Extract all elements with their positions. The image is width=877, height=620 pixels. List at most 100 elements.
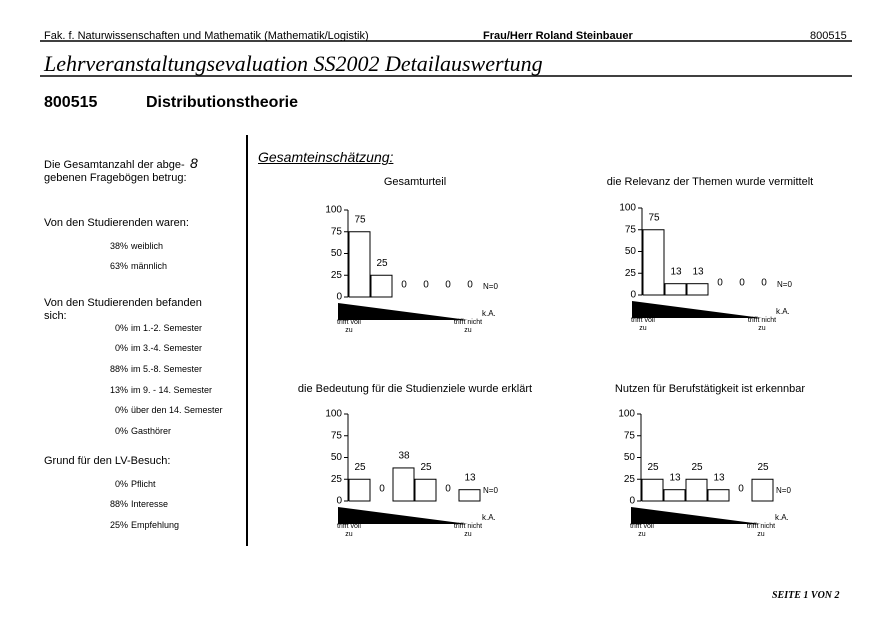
- share: 0%: [114, 405, 128, 415]
- n-label: N=0: [777, 280, 792, 289]
- value-label: 25: [647, 462, 659, 473]
- share: 25%: [109, 520, 128, 530]
- value-label: 0: [423, 280, 429, 291]
- bar: [348, 231, 371, 298]
- value-label: 0: [738, 484, 744, 495]
- y-tick-label: 0: [629, 496, 635, 507]
- scale-left: trifft voll zu: [337, 523, 361, 538]
- y-tick-label: 100: [325, 409, 342, 420]
- y-tick-label: 75: [625, 224, 637, 235]
- share-label: im 1.-2. Semester: [131, 323, 203, 333]
- share: 88%: [109, 364, 128, 374]
- scale-left: trifft voll zu: [337, 319, 361, 334]
- chart-title: Nutzen für Berufstätigkeit ist erkennbar: [614, 383, 806, 395]
- scale-wedge: [338, 507, 468, 524]
- bar: [685, 478, 708, 502]
- total-label: gebenen Fragebögen betrug:: [44, 172, 187, 184]
- value-label: 0: [761, 278, 767, 289]
- scale-left: trifft voll zu: [630, 523, 654, 538]
- share: 0%: [114, 426, 128, 436]
- scale-none: k.A.: [775, 513, 789, 522]
- y-tick-label: 0: [336, 292, 342, 303]
- chart-title: Gesamturteil: [383, 176, 447, 188]
- bar: [707, 489, 730, 502]
- header-code: 800515: [810, 30, 847, 42]
- y-tick-label: 75: [624, 430, 636, 441]
- value-label: 25: [420, 462, 432, 473]
- bar: [641, 478, 664, 502]
- course-code: 800515: [44, 94, 98, 111]
- y-tick-label: 100: [618, 409, 635, 420]
- value-label: 0: [379, 484, 385, 495]
- share: 38%: [109, 241, 128, 251]
- value-label: 25: [691, 462, 703, 473]
- y-tick-label: 25: [625, 268, 637, 279]
- y-tick-label: 50: [624, 452, 636, 463]
- y-tick-label: 0: [630, 290, 636, 301]
- y-tick-label: 100: [325, 205, 342, 216]
- share: 0%: [114, 343, 128, 353]
- value-label: 0: [445, 280, 451, 291]
- scale-wedge: [631, 507, 761, 524]
- scale-none: k.A.: [482, 513, 496, 522]
- share-label: im 5.-8. Semester: [131, 364, 203, 374]
- n-label: N=0: [483, 486, 498, 495]
- scale-right: trifft nicht zu: [453, 523, 483, 538]
- scale-wedge: [632, 301, 762, 318]
- value-label: 75: [648, 212, 660, 223]
- scale-none: k.A.: [482, 309, 496, 318]
- n-label: N=0: [776, 486, 791, 495]
- share-label: weiblich: [131, 241, 164, 251]
- group-heading: Von den Studierenden befanden sich:: [44, 297, 202, 322]
- scale-none: k.A.: [776, 307, 790, 316]
- faculty: Fak. f. Naturwissenschaften und Mathemat…: [44, 30, 369, 42]
- group-heading: Grund für den LV-Besuch:: [44, 455, 171, 467]
- share: 13%: [109, 385, 128, 395]
- value-label: 13: [713, 472, 725, 483]
- value-label: 13: [464, 472, 476, 483]
- bar: [348, 478, 371, 502]
- bar: [686, 283, 709, 296]
- scale-right: trifft nicht zu: [747, 317, 777, 332]
- share-label: Empfehlung: [131, 520, 180, 530]
- value-label: 25: [376, 258, 388, 269]
- bar: [642, 229, 665, 296]
- y-tick-label: 50: [331, 248, 343, 259]
- value-label: 0: [739, 278, 745, 289]
- section-heading: Gesamteinschätzung:: [258, 149, 394, 165]
- value-label: 0: [467, 280, 473, 291]
- value-label: 0: [445, 484, 451, 495]
- share: 63%: [109, 261, 128, 271]
- value-label: 0: [401, 280, 407, 291]
- value-label: 75: [354, 214, 366, 225]
- scale-right: trifft nicht zu: [746, 523, 776, 538]
- total-value: 8: [190, 155, 198, 171]
- chart-title: die Relevanz der Themen wurde vermittelt: [606, 176, 814, 188]
- scale-left: trifft voll zu: [631, 317, 655, 332]
- scale-wedge: [338, 303, 468, 320]
- value-label: 0: [717, 278, 723, 289]
- bar: [664, 283, 687, 296]
- share-label: im 3.-4. Semester: [131, 343, 203, 353]
- share-label: männlich: [131, 261, 168, 271]
- value-label: 13: [670, 266, 682, 277]
- group-heading: Von den Studierenden waren:: [44, 217, 189, 229]
- lecturer: Frau/Herr Roland Steinbauer: [483, 30, 633, 42]
- bar: [458, 489, 481, 502]
- scale-right: trifft nicht zu: [453, 319, 483, 334]
- value-label: 25: [757, 462, 769, 473]
- title: Lehrveranstaltungsevaluation SS2002 Deta…: [44, 51, 543, 76]
- footer: SEITE 1 VON 2: [772, 590, 840, 601]
- bar: [392, 467, 415, 502]
- share-label: Pflicht: [131, 479, 156, 489]
- share: 0%: [114, 323, 128, 333]
- bar: [414, 478, 437, 502]
- share: 0%: [114, 479, 128, 489]
- y-tick-label: 75: [331, 430, 343, 441]
- y-tick-label: 50: [331, 452, 343, 463]
- y-tick-label: 50: [625, 246, 637, 257]
- value-label: 13: [669, 472, 681, 483]
- y-tick-label: 25: [331, 474, 343, 485]
